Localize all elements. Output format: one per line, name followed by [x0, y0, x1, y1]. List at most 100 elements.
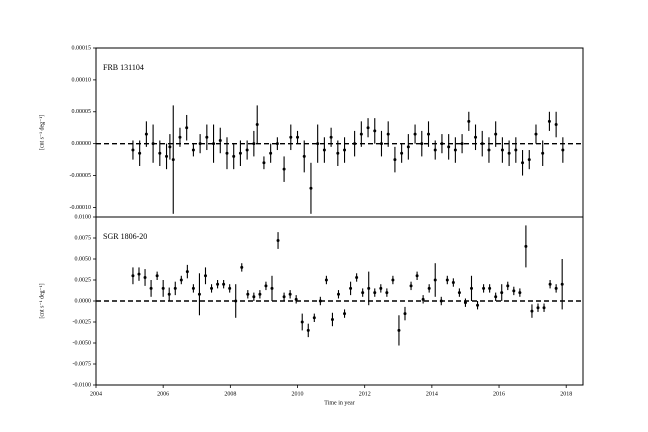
data-point — [161, 286, 165, 290]
data-point — [393, 158, 397, 162]
y-tick-label: -0.0025 — [73, 319, 92, 325]
data-point — [514, 148, 518, 152]
data-point — [264, 284, 268, 288]
data-point — [457, 291, 461, 295]
data-point — [463, 301, 467, 305]
data-point — [324, 278, 328, 282]
data-point — [165, 154, 169, 158]
data-point — [296, 135, 300, 139]
data-point — [316, 142, 320, 146]
data-point — [400, 151, 404, 155]
data-point — [312, 316, 316, 320]
y-axis-label: [cnt s⁻¹ deg⁻¹] — [39, 115, 45, 150]
data-point — [353, 142, 357, 146]
data-point — [238, 151, 242, 155]
panel-frame — [95, 47, 584, 218]
data-point — [255, 123, 259, 127]
data-point — [391, 278, 395, 282]
data-point — [300, 320, 304, 324]
data-point — [258, 292, 262, 296]
data-point — [451, 281, 455, 285]
x-tick-label: 2006 — [157, 391, 169, 397]
data-point — [476, 303, 480, 307]
data-point — [282, 167, 286, 171]
data-point — [447, 145, 451, 149]
data-point — [355, 275, 359, 279]
y-tick-label: 0.0075 — [75, 235, 92, 241]
data-point — [482, 286, 486, 290]
y-axis-label: [cnt s⁻¹ deg⁻¹] — [39, 283, 45, 318]
data-point — [379, 142, 383, 146]
y-tick-label: 0.0000 — [75, 298, 92, 304]
data-point — [534, 132, 538, 136]
data-point — [541, 151, 545, 155]
data-point — [222, 282, 226, 286]
data-point — [397, 328, 401, 332]
data-point — [524, 244, 528, 248]
data-point — [178, 135, 182, 139]
data-point — [289, 135, 293, 139]
data-point — [185, 126, 189, 130]
data-point — [367, 286, 371, 290]
data-point — [336, 151, 340, 155]
data-point — [262, 161, 266, 165]
data-point — [270, 286, 274, 290]
data-point — [560, 282, 564, 286]
data-point — [427, 286, 431, 290]
data-point — [460, 142, 464, 146]
data-point — [336, 292, 340, 296]
data-point — [385, 291, 389, 295]
data-point — [288, 292, 292, 296]
data-point — [228, 286, 232, 290]
data-point — [343, 148, 347, 152]
data-point — [409, 284, 413, 288]
data-point — [168, 145, 172, 149]
y-tick-label: -0.0050 — [73, 340, 92, 346]
data-point — [494, 132, 498, 136]
data-point — [421, 297, 425, 301]
data-point — [474, 135, 478, 139]
data-point — [225, 151, 229, 155]
data-point — [487, 148, 491, 152]
data-point — [453, 148, 457, 152]
data-point — [318, 299, 322, 303]
data-point — [343, 312, 347, 316]
data-point — [542, 306, 546, 310]
data-point — [275, 142, 279, 146]
data-point — [488, 286, 492, 290]
data-point — [527, 158, 531, 162]
y-tick-label: -0.00005 — [70, 173, 92, 179]
data-point — [507, 151, 511, 155]
data-point — [467, 119, 471, 123]
data-point — [554, 286, 558, 290]
data-point — [143, 275, 147, 279]
data-point — [167, 292, 171, 296]
data-point — [252, 295, 256, 299]
data-point — [144, 132, 148, 136]
data-point — [234, 299, 238, 303]
x-tick-label: 2014 — [426, 391, 438, 397]
y-tick-label: 0.00015 — [72, 45, 92, 51]
data-point — [349, 286, 353, 290]
data-point — [500, 148, 504, 152]
data-point — [415, 274, 419, 278]
data-point — [203, 274, 207, 278]
data-point — [197, 292, 201, 296]
data-point — [521, 161, 525, 165]
data-point — [210, 286, 214, 290]
data-point — [138, 151, 142, 155]
data-point — [536, 306, 540, 310]
data-point — [373, 291, 377, 295]
x-tick-label: 2016 — [493, 391, 505, 397]
x-tick-label: 2004 — [90, 391, 102, 397]
x-tick-label: 2008 — [224, 391, 236, 397]
data-point — [218, 138, 222, 142]
data-point — [171, 158, 175, 162]
data-point — [433, 148, 437, 152]
data-point — [548, 282, 552, 286]
data-point — [216, 282, 220, 286]
data-point — [518, 291, 522, 295]
panel-label: SGR 1806-20 — [103, 232, 147, 241]
data-point — [420, 142, 424, 146]
data-point — [427, 132, 431, 136]
